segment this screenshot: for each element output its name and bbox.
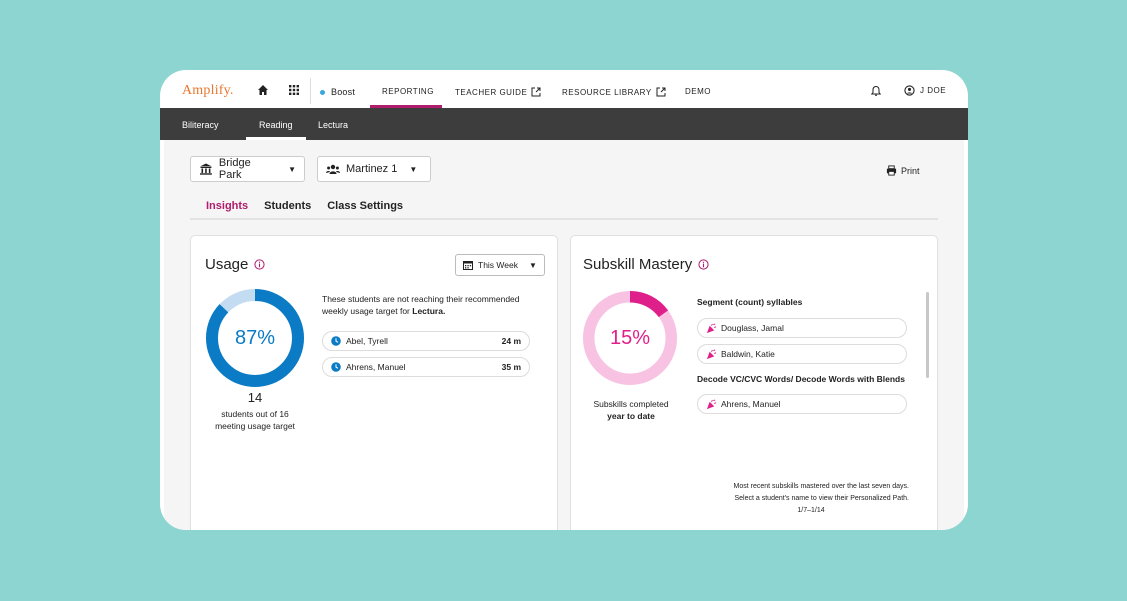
usage-message-text: These students are not reaching their re… bbox=[322, 294, 520, 316]
mastery-footnote-line1: Most recent subskills mastered over the … bbox=[733, 483, 909, 490]
chevron-down-icon: ▼ bbox=[529, 260, 537, 270]
page-tabs: Insights Students Class Settings bbox=[206, 200, 403, 212]
mastery-student-pill[interactable]: Douglass, Jamal bbox=[697, 318, 907, 338]
usage-count: 14 bbox=[247, 390, 263, 405]
school-dropdown-value: Bridge Park bbox=[218, 157, 251, 181]
class-dropdown[interactable]: Martinez 1 ▼ bbox=[317, 156, 431, 182]
amplify-logo[interactable]: Amplify. bbox=[182, 83, 234, 98]
party-popper-icon bbox=[706, 399, 717, 409]
usage-title-text: Usage bbox=[205, 256, 249, 273]
user-menu[interactable]: J DOE bbox=[904, 85, 946, 96]
mastery-percent: 15% bbox=[609, 326, 651, 349]
student-name: Ahrens, Manuel bbox=[346, 362, 406, 372]
chevron-down-icon: ▼ bbox=[409, 164, 418, 174]
usage-title: Usage bbox=[205, 256, 265, 273]
student-name: Ahrens, Manuel bbox=[721, 399, 781, 409]
student-name: Abel, Tyrell bbox=[346, 336, 388, 346]
clock-icon bbox=[331, 336, 341, 346]
mastery-footnote-line2: Select a student's name to view their Pe… bbox=[734, 495, 910, 502]
external-link-icon bbox=[531, 87, 541, 97]
usage-message: These students are not reaching their re… bbox=[322, 293, 542, 317]
mastery-title-text: Subskill Mastery bbox=[583, 256, 693, 273]
party-popper-icon bbox=[706, 349, 717, 359]
usage-count-caption: students out of 16 meeting usage target bbox=[215, 409, 295, 431]
info-icon[interactable] bbox=[254, 259, 265, 270]
bell-icon[interactable] bbox=[870, 85, 882, 97]
mastery-student-pill[interactable]: Ahrens, Manuel bbox=[697, 394, 907, 414]
student-usage-pill[interactable]: Ahrens, Manuel 35 m bbox=[322, 357, 530, 377]
usage-percent: 87% bbox=[234, 326, 276, 349]
nav-demo[interactable]: DEMO bbox=[685, 87, 711, 96]
subnav-biliteracy[interactable]: Biliteracy bbox=[182, 120, 219, 130]
class-dropdown-value: Martinez 1 bbox=[346, 163, 398, 175]
nav-teacher-guide[interactable]: TEACHER GUIDE bbox=[455, 87, 541, 97]
boost-label: Boost bbox=[331, 87, 356, 97]
calendar-icon bbox=[463, 261, 473, 270]
student-usage-time: 24 m bbox=[501, 336, 521, 346]
info-icon[interactable] bbox=[698, 259, 709, 270]
top-nav: Amplify. Boost REPORTING TEACHER GUIDE bbox=[160, 70, 968, 108]
nav-divider bbox=[310, 78, 311, 104]
main-content: Bridge Park ▼ Martinez 1 ▼ Print Insight… bbox=[164, 140, 964, 530]
external-link-icon bbox=[656, 87, 666, 97]
school-building-icon bbox=[199, 163, 212, 175]
mastery-progress-ring: 15% bbox=[582, 290, 678, 386]
subskill-mastery-card: Subskill Mastery 15% Subskills completed… bbox=[570, 235, 938, 530]
boost-dot-icon bbox=[320, 89, 325, 95]
boost-link[interactable]: Boost bbox=[320, 87, 355, 97]
mastery-caption-line1: Subskills completed bbox=[593, 399, 669, 409]
party-popper-icon bbox=[706, 323, 717, 333]
tab-divider bbox=[190, 218, 938, 220]
skill-heading: Decode VC/CVC Words/ Decode Words with B… bbox=[697, 374, 905, 384]
mastery-student-pill[interactable]: Baldwin, Katie bbox=[697, 344, 907, 364]
usage-card: Usage This Week ▼ bbox=[190, 235, 558, 530]
group-users-icon bbox=[326, 164, 340, 174]
skills-scrollbar[interactable] bbox=[926, 292, 929, 378]
usage-ring-fill bbox=[206, 289, 304, 387]
tab-class-settings[interactable]: Class Settings bbox=[327, 200, 404, 212]
student-name: Douglass, Jamal bbox=[721, 323, 784, 333]
user-circle-icon bbox=[904, 85, 915, 96]
print-button[interactable]: Print bbox=[886, 165, 920, 176]
nav-resource-library[interactable]: RESOURCE LIBRARY bbox=[562, 87, 666, 97]
mastery-footnote: Most recent subskills mastered over the … bbox=[691, 481, 909, 505]
student-usage-time: 35 m bbox=[501, 362, 521, 372]
subnav-active-indicator bbox=[246, 137, 306, 140]
clock-icon bbox=[331, 362, 341, 372]
mastery-caption-line2: year to date bbox=[607, 411, 655, 421]
user-name: J DOE bbox=[920, 86, 947, 95]
week-dropdown-value: This Week bbox=[478, 260, 518, 270]
skill-heading: Segment (count) syllables bbox=[697, 297, 803, 307]
school-dropdown[interactable]: Bridge Park ▼ bbox=[190, 156, 305, 182]
tab-insights[interactable]: Insights bbox=[206, 200, 249, 212]
nav-active-indicator bbox=[370, 105, 442, 108]
student-usage-pill[interactable]: Abel, Tyrell 24 m bbox=[322, 331, 530, 351]
print-label: Print bbox=[901, 165, 920, 176]
mastery-caption: Subskills completed year to date bbox=[583, 398, 679, 422]
subnav-lectura[interactable]: Lectura bbox=[318, 120, 349, 130]
nav-teacher-guide-label: TEACHER GUIDE bbox=[455, 87, 528, 97]
home-icon[interactable] bbox=[257, 84, 269, 96]
student-name: Baldwin, Katie bbox=[721, 349, 775, 359]
tab-students[interactable]: Students bbox=[264, 200, 312, 212]
mastery-date-range: 1/7–1/14 bbox=[797, 507, 825, 514]
printer-icon bbox=[886, 165, 897, 176]
apps-grid-icon[interactable] bbox=[288, 84, 300, 96]
mastery-ring-fill bbox=[582, 290, 678, 386]
usage-message-program: Lectura. bbox=[412, 306, 446, 316]
subnav-reading[interactable]: Reading bbox=[259, 120, 293, 130]
app-window: Amplify. Boost REPORTING TEACHER GUIDE bbox=[160, 70, 968, 530]
mastery-title: Subskill Mastery bbox=[583, 256, 709, 273]
usage-progress-ring: 87% bbox=[205, 288, 305, 388]
nav-resource-library-label: RESOURCE LIBRARY bbox=[562, 87, 652, 97]
week-dropdown[interactable]: This Week ▼ bbox=[455, 254, 545, 276]
chevron-down-icon: ▼ bbox=[288, 164, 296, 174]
sub-nav: Biliteracy Reading Lectura bbox=[160, 108, 968, 140]
nav-reporting[interactable]: REPORTING bbox=[382, 87, 434, 96]
